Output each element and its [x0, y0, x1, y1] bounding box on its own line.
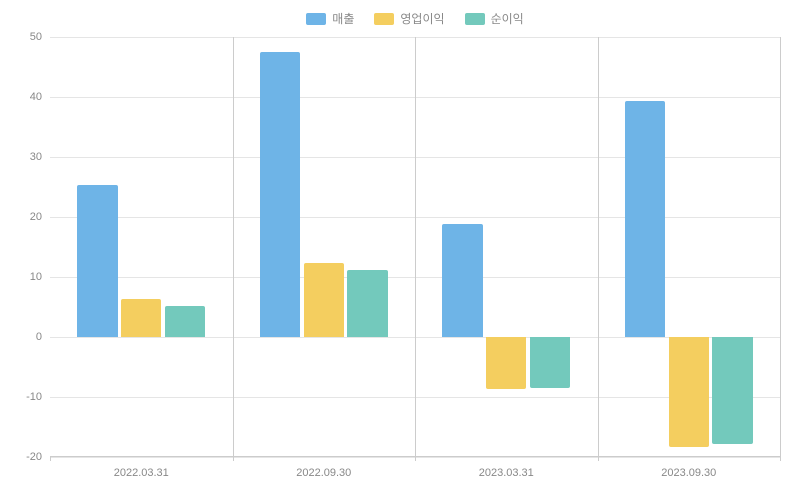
y-axis-label: 50	[30, 31, 50, 43]
bar	[304, 263, 344, 337]
bar	[442, 224, 482, 337]
bar	[165, 306, 205, 337]
category-divider	[415, 37, 416, 456]
legend-label: 영업이익	[400, 10, 444, 27]
legend-label: 순이익	[491, 10, 524, 27]
y-axis-label: -10	[26, 391, 50, 403]
legend-item-operating: 영업이익	[374, 10, 444, 27]
category-divider	[780, 37, 781, 456]
y-axis-label: -20	[26, 451, 50, 463]
x-tick	[780, 456, 781, 461]
bar	[121, 299, 161, 337]
bar	[77, 185, 117, 337]
x-axis-label: 2023.09.30	[661, 467, 716, 479]
x-axis-labels: 2022.03.31 2022.09.30 2023.03.31 2023.09.30	[50, 457, 780, 487]
x-axis-label: 2022.09.30	[296, 467, 351, 479]
bar	[625, 101, 665, 337]
bar	[347, 270, 387, 337]
plot-area: -20-1001020304050	[50, 37, 780, 457]
legend-item-net: 순이익	[465, 10, 524, 27]
legend: 매출 영업이익 순이익	[50, 10, 780, 27]
legend-swatch-icon	[465, 13, 485, 25]
y-axis-label: 20	[30, 211, 50, 223]
chart-container: 매출 영업이익 순이익 -20-1001020304050 2022.03.31…	[0, 0, 800, 500]
bar	[260, 52, 300, 337]
category-divider	[598, 37, 599, 456]
y-axis-label: 0	[36, 331, 50, 343]
y-axis-label: 40	[30, 91, 50, 103]
legend-swatch-icon	[374, 13, 394, 25]
y-axis-label: 30	[30, 151, 50, 163]
bar	[530, 337, 570, 388]
x-axis-label: 2022.03.31	[114, 467, 169, 479]
bar	[486, 337, 526, 389]
bar	[712, 337, 752, 444]
category-divider	[233, 37, 234, 456]
bar	[669, 337, 709, 447]
legend-item-revenue: 매출	[306, 10, 354, 27]
legend-label: 매출	[332, 10, 354, 27]
legend-swatch-icon	[306, 13, 326, 25]
y-axis-label: 10	[30, 271, 50, 283]
x-axis-label: 2023.03.31	[479, 467, 534, 479]
